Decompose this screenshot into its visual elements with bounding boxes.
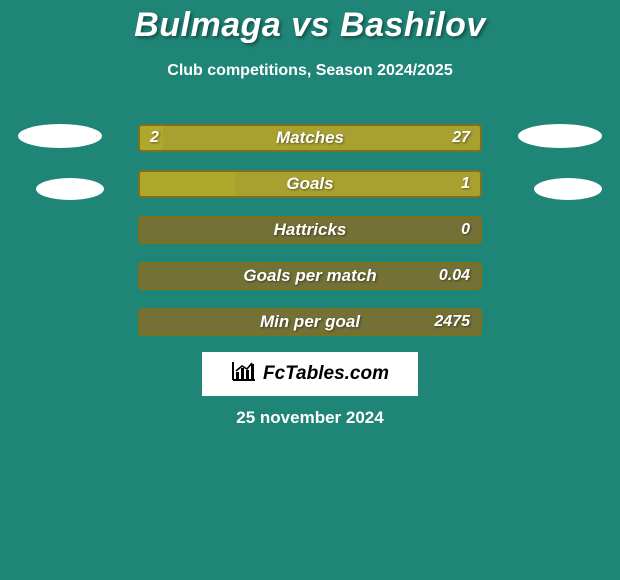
bar-label: Hattricks [140, 218, 480, 242]
bar-right-value: 0 [461, 218, 470, 242]
bar-right-value: 2475 [434, 310, 470, 334]
bar-right-value: 0.04 [439, 264, 470, 288]
bar-label: Min per goal [140, 310, 480, 334]
bar-label: Goals per match [140, 264, 480, 288]
bar-row: Hattricks 0 [138, 216, 482, 244]
bar-row: Goals 1 [138, 170, 482, 198]
comparison-canvas: Bulmaga vs Bashilov Club competitions, S… [0, 0, 620, 580]
player-left-avatar-2 [36, 178, 104, 200]
page-subtitle: Club competitions, Season 2024/2025 [0, 62, 620, 80]
brand-chart-icon [231, 360, 257, 388]
player-right-avatar-1 [518, 124, 602, 148]
bar-row: Min per goal 2475 [138, 308, 482, 336]
player-right-avatar-2 [534, 178, 602, 200]
date-text: 25 november 2024 [0, 408, 620, 428]
bar-right-value: 1 [461, 172, 470, 196]
brand-text: FcTables.com [263, 363, 389, 385]
bar-label: Matches [140, 126, 480, 150]
player-left-avatar-1 [18, 124, 102, 148]
bar-row: 2 Matches 27 [138, 124, 482, 152]
bar-row: Goals per match 0.04 [138, 262, 482, 290]
bar-label: Goals [140, 172, 480, 196]
page-title: Bulmaga vs Bashilov [0, 6, 620, 45]
bar-right-value: 27 [452, 126, 470, 150]
brand-badge: FcTables.com [202, 352, 418, 396]
comparison-bars: 2 Matches 27 Goals 1 Hattricks 0 Goals p… [138, 124, 482, 354]
